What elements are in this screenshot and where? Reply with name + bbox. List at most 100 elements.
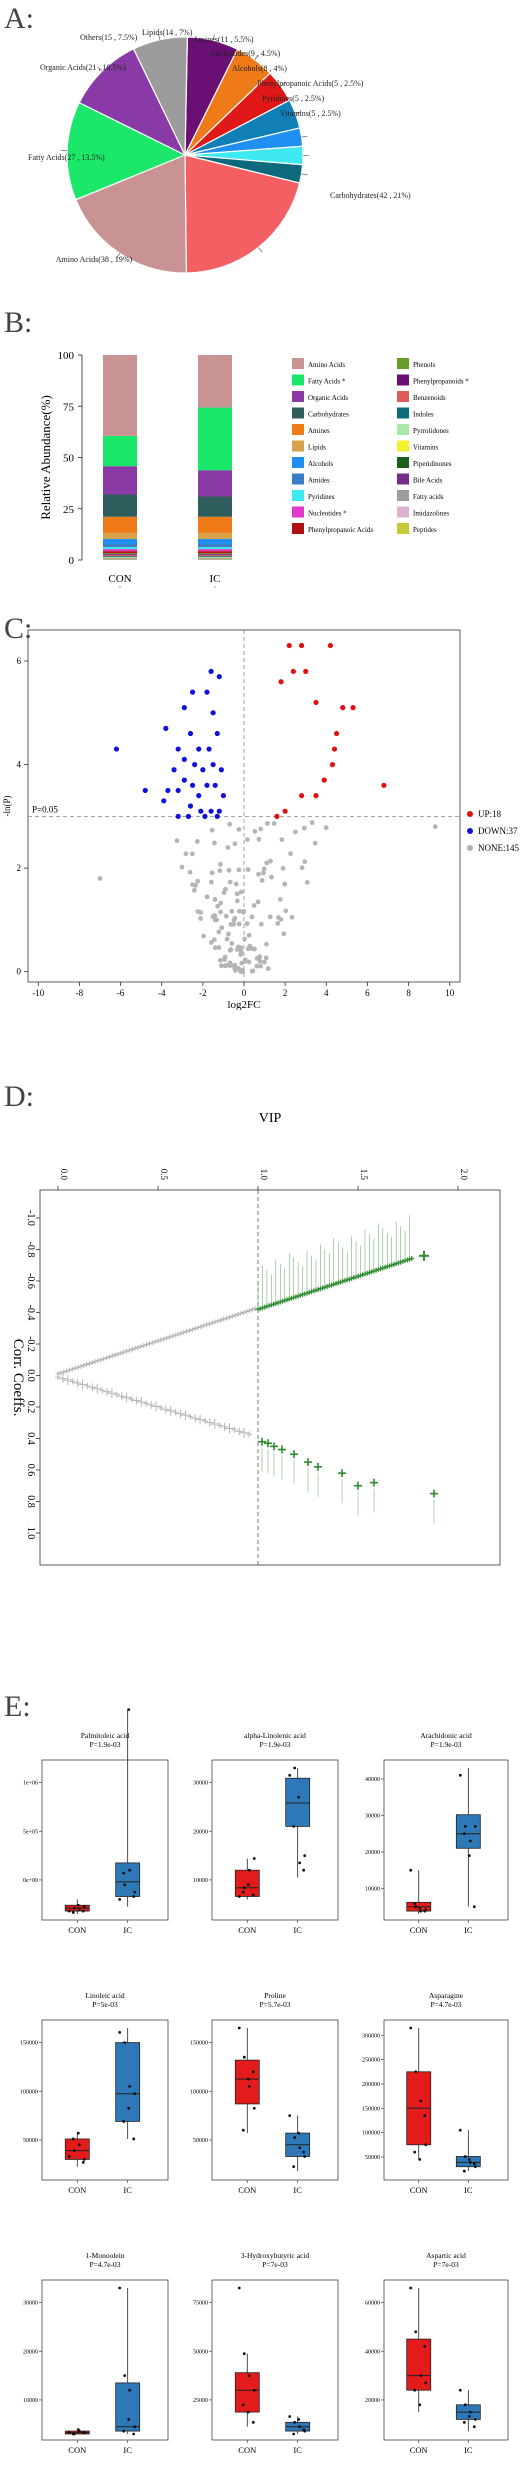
x-tick-label: 8 — [406, 988, 411, 998]
data-point — [424, 2143, 427, 2146]
data-point — [473, 2162, 476, 2165]
data-point — [83, 1905, 86, 1908]
data-point — [297, 1796, 300, 1799]
y-tick-label: 20000 — [193, 1829, 208, 1835]
legend-label: Carbohydrates — [308, 411, 349, 419]
x-tick-label: CON — [68, 1925, 86, 1935]
x-tick-label: -4 — [158, 988, 166, 998]
slice-label: Lipids(14 , 7%) — [142, 28, 193, 37]
data-point — [463, 2421, 466, 2424]
none-point — [237, 922, 242, 927]
down-point — [114, 746, 119, 751]
x-tick-label: 6 — [365, 988, 370, 998]
slice-label: Carbohydrates(42 , 21%) — [330, 191, 411, 200]
data-point — [292, 2165, 295, 2168]
slice-leader — [301, 174, 307, 175]
data-point — [68, 2431, 71, 2434]
down-point — [163, 726, 168, 731]
down-point — [213, 783, 218, 788]
y-tick-label: 1.0 — [25, 1527, 36, 1540]
none-point — [257, 954, 262, 959]
data-point — [418, 1907, 421, 1910]
x-tick-label: 0 — [242, 988, 247, 998]
data-point — [292, 1825, 295, 1828]
legend-label: Phenylpropanoids * — [413, 378, 469, 386]
none-point — [239, 890, 244, 895]
data-point — [413, 2389, 416, 2392]
bar-segment — [198, 355, 232, 408]
data-point — [423, 1910, 426, 1913]
data-point — [123, 2041, 126, 2044]
none-point — [252, 903, 257, 908]
data-point — [243, 2056, 246, 2059]
bar-segment — [198, 497, 232, 517]
bar-segment — [198, 517, 232, 533]
bar-segment — [103, 494, 137, 516]
legend-swatch — [292, 474, 304, 485]
data-point — [77, 2428, 80, 2431]
none-point — [236, 944, 241, 949]
panel-frame — [42, 1760, 168, 1920]
bar-segment — [198, 556, 232, 557]
up-point — [334, 731, 339, 736]
x-tick-label: 10 — [445, 988, 455, 998]
legend-label: Benzenoids — [413, 394, 446, 402]
y-tick-label: 10000 — [365, 1886, 380, 1892]
none-point — [183, 851, 188, 856]
data-point — [463, 1832, 466, 1835]
pie-chart: Lipids(14 , 7%)Amines(11 , 5.5%)Nucleoti… — [0, 0, 520, 310]
none-point — [201, 934, 206, 939]
legend-swatch — [397, 490, 409, 501]
slice-leader — [302, 136, 308, 137]
none-point — [209, 940, 214, 945]
data-point — [288, 2114, 291, 2117]
boxplot-panel: AsparagineP=4.7e-03500001000001500002000… — [362, 1991, 508, 2195]
box — [407, 2339, 431, 2390]
none-point — [247, 944, 252, 949]
box — [456, 2156, 480, 2166]
legend-label: Amines — [308, 427, 330, 435]
none-point — [222, 957, 227, 962]
none-point — [293, 830, 298, 835]
bar-segment — [198, 554, 232, 555]
y-tick-label: 150000 — [190, 2041, 208, 2047]
plot-frame — [40, 1190, 500, 1565]
threshold-label: P=0.05 — [32, 804, 58, 814]
none-point — [269, 875, 274, 880]
none-point — [282, 882, 287, 887]
boxplot-panel: Linoleic acidP=5e-0350000100000150000CON… — [20, 1991, 168, 2195]
down-point — [211, 762, 216, 767]
x-tick-label: -2 — [199, 988, 207, 998]
data-point — [423, 2345, 426, 2348]
legend-swatch — [292, 358, 304, 369]
data-point — [82, 2431, 85, 2434]
data-point — [132, 2138, 135, 2141]
none-point — [219, 963, 224, 968]
data-point — [72, 1911, 75, 1914]
slice-label: Nucleotides(9 , 4.5%) — [210, 49, 281, 58]
none-point — [256, 899, 261, 904]
legend-swatch — [397, 408, 409, 419]
panel-pvalue: P=5e-03 — [92, 2000, 118, 2009]
bar-segment — [198, 547, 232, 549]
none-point — [192, 888, 197, 893]
none-point — [264, 942, 269, 947]
none-point — [188, 870, 193, 875]
data-point — [419, 2100, 422, 2103]
data-point — [118, 2287, 121, 2290]
x-tick-label: IC — [293, 2445, 302, 2455]
data-point — [292, 2433, 295, 2436]
data-point — [248, 2085, 251, 2088]
up-point — [340, 705, 345, 710]
x-tick-label: IC — [123, 2445, 132, 2455]
up-point — [278, 679, 283, 684]
data-point — [418, 2158, 421, 2161]
x-tick-label: CON — [238, 2185, 256, 2195]
bar-segment — [103, 549, 137, 551]
y-tick-label: 10000 — [193, 1878, 208, 1884]
